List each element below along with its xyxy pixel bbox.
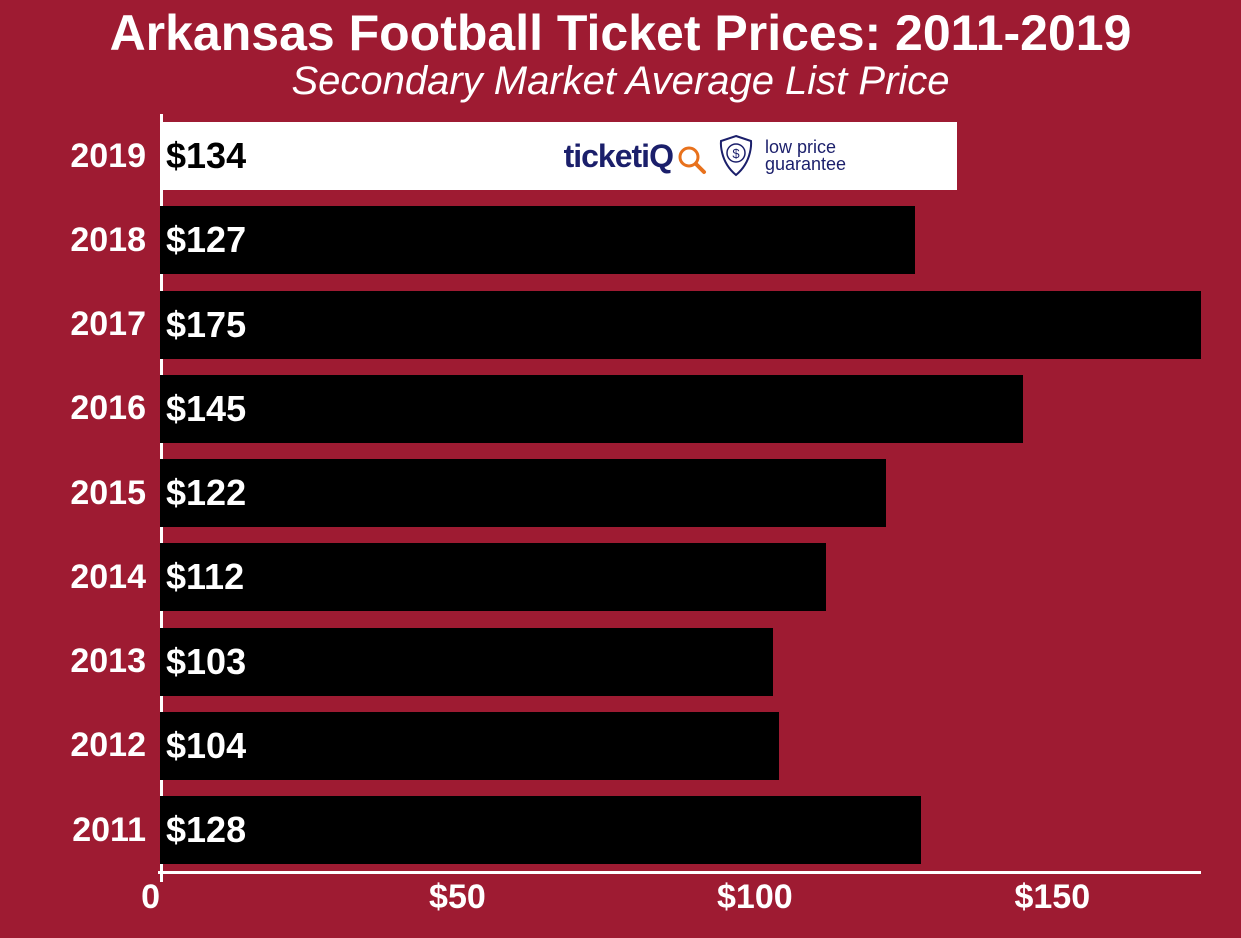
bar: $127 (160, 206, 915, 274)
bar-row: 2019$134ticketiQ $ low priceguarantee (160, 122, 1201, 190)
plot-area: 2019$134ticketiQ $ low priceguarantee201… (160, 114, 1201, 872)
bar-row: 2011$128 (160, 796, 1201, 864)
bar-value-label: $122 (166, 472, 246, 514)
bar: $128 (160, 796, 921, 864)
x-axis-tick-label: $100 (717, 878, 793, 917)
bar-value-label: $112 (166, 556, 244, 598)
y-axis-label: 2012 (70, 726, 146, 765)
chart-container: Arkansas Football Ticket Prices: 2011-20… (0, 0, 1241, 938)
guarantee-badge-icon: $ (713, 133, 759, 179)
bar-row: 2015$122 (160, 459, 1201, 527)
x-axis-tick-label: 0 (141, 878, 160, 917)
bars-group: 2019$134ticketiQ $ low priceguarantee201… (160, 122, 1201, 864)
bar: $122 (160, 459, 886, 527)
x-axis-line (158, 871, 1201, 874)
bar: $104 (160, 712, 779, 780)
bar: $175 (160, 291, 1201, 359)
svg-text:$: $ (732, 146, 740, 161)
bar: $145 (160, 375, 1023, 443)
y-axis-label: 2017 (70, 305, 146, 344)
bar-value-label: $145 (166, 388, 246, 430)
y-axis-label: 2016 (70, 389, 146, 428)
bar-value-label: $134 (166, 135, 246, 177)
x-axis-tick-label: $150 (1014, 878, 1090, 917)
chart-title: Arkansas Football Ticket Prices: 2011-20… (20, 6, 1221, 61)
y-axis-label: 2015 (70, 474, 146, 513)
x-axis-tick-label: $50 (429, 878, 486, 917)
y-axis-label: 2019 (70, 137, 146, 176)
bar: $112 (160, 543, 826, 611)
bar: $103 (160, 628, 773, 696)
bar-value-label: $104 (166, 725, 246, 767)
chart-subtitle: Secondary Market Average List Price (20, 59, 1221, 104)
y-axis-label: 2014 (70, 558, 146, 597)
y-axis-label: 2018 (70, 221, 146, 260)
bar-value-label: $103 (166, 641, 246, 683)
y-axis-label: 2011 (72, 811, 146, 850)
bar-row: 2016$145 (160, 375, 1201, 443)
bar-row: 2017$175 (160, 291, 1201, 359)
bar-value-label: $128 (166, 809, 246, 851)
magnifier-icon (677, 145, 707, 175)
y-axis-label: 2013 (70, 642, 146, 681)
x-axis-ticks: 0$50$100$150 (160, 878, 1201, 918)
bar-value-label: $175 (166, 304, 246, 346)
bar-row: 2014$112 (160, 543, 1201, 611)
bar-row: 2018$127 (160, 206, 1201, 274)
bar-value-label: $127 (166, 219, 246, 261)
bar-row: 2012$104 (160, 712, 1201, 780)
brand-text: ticketiQ (564, 138, 673, 175)
ticketiq-logo: ticketiQ $ low priceguarantee (556, 122, 864, 190)
low-price-guarantee-text: low priceguarantee (765, 139, 846, 173)
bar-row: 2013$103 (160, 628, 1201, 696)
